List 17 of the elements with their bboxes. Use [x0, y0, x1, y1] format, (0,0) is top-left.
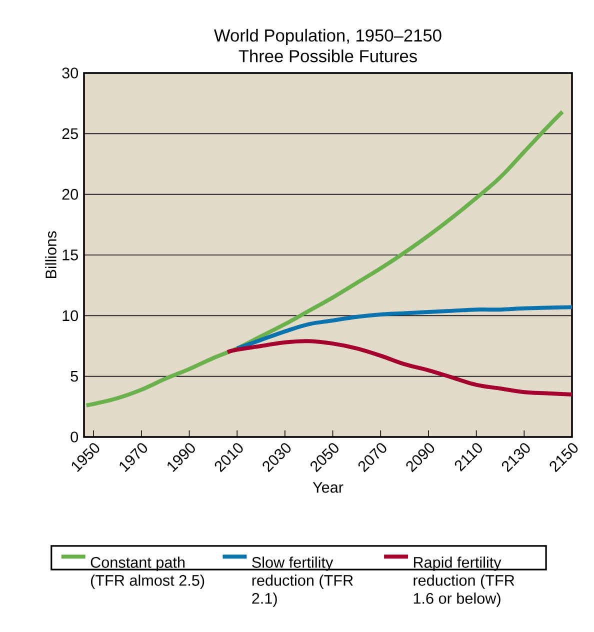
- y-axis-title: Billions: [45, 231, 56, 278]
- y-tick-label: 10: [62, 310, 78, 322]
- y-tick-label: 5: [70, 370, 78, 382]
- legend-label: Constant path (TFR almost 2.5): [90, 556, 204, 589]
- chart-title: World Population, 1950–2150: [214, 28, 442, 46]
- y-tick-label: 20: [62, 188, 78, 200]
- y-tick-label: 25: [62, 128, 78, 140]
- line-series: [235, 305, 572, 350]
- y-tick-label: 15: [62, 250, 78, 260]
- y-tick-label: 0: [70, 432, 78, 442]
- line-series: [84, 110, 564, 408]
- y-tick-label: 30: [62, 68, 78, 78]
- line-series: [226, 339, 572, 397]
- chart-subtitle: Three Possible Futures: [238, 50, 417, 62]
- x-axis-title: Year: [312, 482, 344, 493]
- legend-label: Rapid fertility reduction (TFR 1.6 or below): [414, 556, 514, 607]
- legend-label: Slow fertility reduction (TFR 2.1): [252, 556, 353, 607]
